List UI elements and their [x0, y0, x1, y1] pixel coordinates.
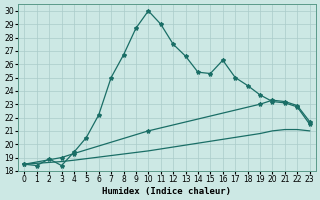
X-axis label: Humidex (Indice chaleur): Humidex (Indice chaleur) [102, 187, 231, 196]
